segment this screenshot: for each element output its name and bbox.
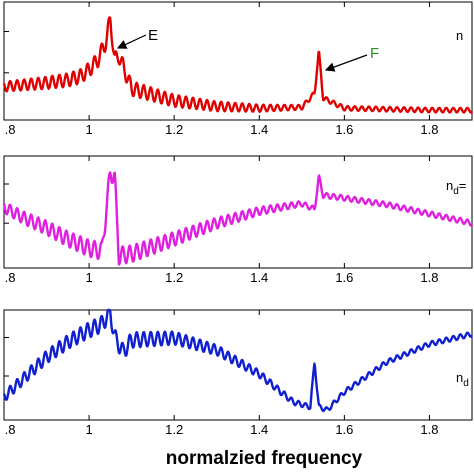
panel-1-frame <box>3 1 473 121</box>
panel-2-xtick-label-2: 1.2 <box>165 270 183 285</box>
panel-2-corner-sub: d <box>453 186 459 197</box>
annotation-f: F <box>324 45 379 72</box>
panel-3: .8 1 1.2 1.4 1.6 1.8 nd <box>2 308 474 437</box>
panel-2: .8 1 1.2 1.4 1.6 1.8 nd= <box>2 155 474 285</box>
panel-3-xtick-label-5: 1.8 <box>420 422 438 437</box>
panel-3-xtick-labels: .8 1 1.2 1.4 1.6 1.8 <box>5 422 439 437</box>
panel-3-xtick-label-1: 1 <box>85 422 92 437</box>
panel-2-xtick-label-0: .8 <box>5 270 16 285</box>
panel-1-corner-label: n <box>456 28 463 43</box>
panel-1-xtick-label-1: 1 <box>85 122 92 137</box>
panel-1-xtick-label-0: .8 <box>5 122 16 137</box>
panel-2-ticks <box>3 156 430 268</box>
panel-3-corner-label: nd <box>456 370 469 389</box>
panel-1-xtick-label-3: 1.4 <box>250 122 268 137</box>
panel-2-frame <box>3 155 473 269</box>
panel-1: .8 1 1.2 1.4 1.6 1.8 E F n <box>2 1 474 137</box>
panel-3-frame <box>3 309 473 421</box>
annotation-e-arrow <box>116 34 147 49</box>
panel-1-xtick-label-2: 1.2 <box>165 122 183 137</box>
panel-2-corner-label: nd= <box>446 178 466 197</box>
panel-1-ticks <box>3 2 430 120</box>
annotation-e-label: E <box>148 27 158 44</box>
panel-3-xtick-label-0: .8 <box>5 422 16 437</box>
panel-2-xtick-label-3: 1.4 <box>250 270 268 285</box>
panel-1-series-line <box>2 16 474 114</box>
panel-1-xtick-label-5: 1.8 <box>420 122 438 137</box>
annotation-e: E <box>116 27 158 49</box>
panel-2-xtick-label-1: 1 <box>85 270 92 285</box>
panel-1-xtick-label-4: 1.6 <box>335 122 353 137</box>
panel-3-ticks <box>3 310 430 420</box>
panel-3-xtick-label-3: 1.4 <box>250 422 268 437</box>
panel-2-xtick-labels: .8 1 1.2 1.4 1.6 1.8 <box>5 270 439 285</box>
panel-2-xtick-label-4: 1.6 <box>335 270 353 285</box>
x-axis-label: normalzied frequency <box>166 448 363 469</box>
panel-3-series-line <box>2 308 474 413</box>
panel-3-xtick-label-2: 1.2 <box>165 422 183 437</box>
annotation-f-arrow <box>324 54 368 72</box>
panel-2-xtick-label-5: 1.8 <box>420 270 438 285</box>
panel-3-xtick-label-4: 1.6 <box>335 422 353 437</box>
panel-2-series-line <box>2 171 474 266</box>
panel-1-xtick-labels: .8 1 1.2 1.4 1.6 1.8 <box>5 122 439 137</box>
annotation-f-label: F <box>370 45 379 62</box>
panel-3-corner-sub: d <box>463 378 469 389</box>
